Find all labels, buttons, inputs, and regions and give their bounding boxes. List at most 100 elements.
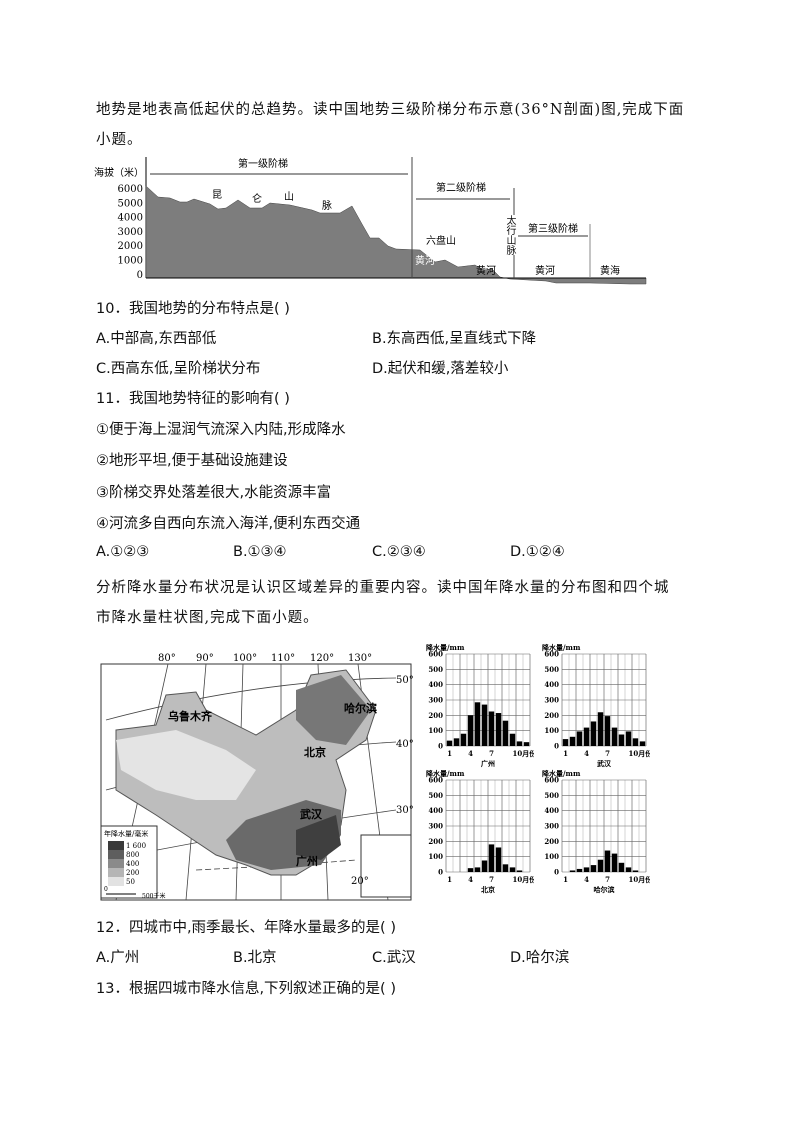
q10-option-b[interactable]: B.东高西低,呈直线式下降 — [372, 331, 537, 347]
intro-paragraph-2: 分析降水量分布状况是认识区域差异的重要内容。读中国年降水量的分布图和四个城 — [96, 580, 670, 596]
bar-month-8 — [611, 853, 618, 872]
q10-option-c[interactable]: C.西高东低,呈阶梯状分布 — [96, 361, 261, 377]
latitude-label: 20° — [351, 876, 369, 887]
bar-month-7 — [604, 850, 611, 872]
q11-option-c[interactable]: C.②③④ — [372, 544, 426, 560]
chart-ytick: 0 — [438, 868, 443, 877]
q10-option-d[interactable]: D.起伏和缓,落差较小 — [372, 361, 509, 377]
bar-month-4 — [467, 715, 474, 746]
label-liupan: 六盘山 — [426, 234, 456, 247]
chart-ytick: 200 — [544, 837, 559, 846]
q12-option-d[interactable]: D.哈尔滨 — [510, 950, 570, 966]
bar-month-4 — [583, 867, 590, 872]
chart-ytick: 400 — [428, 680, 443, 689]
chart-city-label: 广州 — [481, 759, 495, 768]
bar-month-3 — [460, 733, 467, 746]
q11-item-2: ②地形平坦,便于基础设施建设 — [96, 453, 288, 469]
city-label: 乌鲁木齐 — [168, 709, 213, 723]
bar-month-12 — [523, 742, 530, 746]
bar-month-2 — [569, 736, 576, 746]
chart-ytick: 300 — [544, 696, 559, 705]
bar-month-1 — [446, 740, 453, 746]
chart-ytick: 300 — [428, 822, 443, 831]
legend-label: 200 — [126, 869, 139, 877]
chart-ytick: 0 — [554, 742, 559, 751]
chart-ytick: 600 — [428, 776, 443, 785]
label-huanghe-1: 黄河 — [415, 254, 435, 267]
bar-month-2 — [569, 870, 576, 872]
q12-option-a[interactable]: A.广州 — [96, 950, 140, 966]
chart-xtick: 7 — [605, 749, 610, 758]
chart-xtick: 4 — [584, 749, 589, 758]
bar-month-7 — [488, 711, 495, 746]
chart-ytick: 500 — [544, 665, 559, 674]
q11-option-d[interactable]: D.①②④ — [510, 544, 565, 560]
q11-option-a[interactable]: A.①②③ — [96, 544, 150, 560]
profile-ytick: 2000 — [118, 241, 143, 252]
chart-xtick: 10月份 — [513, 749, 535, 758]
chart-ytick: 0 — [438, 742, 443, 751]
legend-label: 50 — [126, 878, 135, 886]
chart-xtick: 4 — [584, 875, 589, 884]
chart-ytick: 400 — [544, 806, 559, 815]
q12-option-c[interactable]: C.武汉 — [372, 950, 416, 966]
bar-month-9 — [618, 734, 625, 746]
q10-stem: 10．我国地势的分布特点是( ) — [96, 301, 290, 317]
bar-month-5 — [590, 865, 597, 872]
label-huanghe-2: 黄河 — [476, 264, 496, 277]
chart-ytick: 200 — [428, 837, 443, 846]
chart-ytick: 400 — [544, 680, 559, 689]
scale-label: 500千米 — [142, 892, 165, 900]
precipitation-map: 80° 90° 100° 110° 120° 130° 50° 40° 30° 20° 乌鲁木齐 哈尔… — [100, 653, 414, 901]
bar-month-4 — [583, 727, 590, 746]
q12-stem: 12．四城市中,雨季最长、年降水量最多的是( ) — [96, 920, 396, 936]
q11-item-3: ③阶梯交界处落差很大,水能资源丰富 — [96, 485, 332, 501]
bar-month-6 — [481, 704, 488, 746]
label-huanghe-3: 黄河 — [535, 264, 555, 277]
bar-month-9 — [618, 862, 625, 872]
profile-ytick: 0 — [137, 270, 143, 281]
label-huanghai: 黄海 — [600, 264, 620, 277]
profile-ytick: 3000 — [118, 227, 143, 238]
chart-xtick: 4 — [468, 749, 473, 758]
chart-ytick: 0 — [554, 868, 559, 877]
chart-ylabel: 降水量/mm — [542, 769, 581, 778]
south-china-sea-inset — [360, 834, 412, 898]
city-label: 广州 — [296, 854, 318, 868]
bar-month-11 — [632, 870, 639, 872]
chart-ytick: 500 — [428, 791, 443, 800]
latitude-label: 30° — [396, 805, 414, 816]
bar-month-9 — [502, 720, 509, 746]
chart-ytick: 200 — [428, 711, 443, 720]
chart-ytick: 500 — [544, 791, 559, 800]
longitude-label: 120° — [310, 653, 334, 664]
bar-month-8 — [495, 847, 502, 872]
chart-xtick: 1 — [563, 875, 568, 884]
chart-xtick: 1 — [563, 749, 568, 758]
chart-ytick: 200 — [544, 711, 559, 720]
chart-ytick: 500 — [428, 665, 443, 674]
legend-swatch — [108, 868, 124, 877]
legend-label: 400 — [126, 860, 139, 868]
chart-city-label: 北京 — [481, 885, 495, 894]
bar-month-6 — [481, 860, 488, 872]
chart-ytick: 100 — [428, 852, 443, 861]
q11-option-b[interactable]: B.①③④ — [233, 544, 287, 560]
bar-month-3 — [576, 868, 583, 872]
profile-ytick: 6000 — [118, 184, 143, 195]
scale-zero: 0 — [104, 886, 108, 893]
q11-item-4: ④河流多自西向东流入海洋,便利东西交通 — [96, 516, 361, 532]
q12-option-b[interactable]: B.北京 — [233, 950, 277, 966]
chart-city-label: 武汉 — [597, 759, 612, 768]
label-mai: 脉 — [322, 199, 332, 212]
q10-option-a[interactable]: A.中部高,东西部低 — [96, 331, 217, 347]
city-label: 北京 — [304, 745, 326, 759]
chart-xtick: 1 — [447, 749, 452, 758]
legend-swatch — [108, 841, 124, 850]
profile-ytick: 4000 — [118, 213, 143, 224]
legend-title: 年降水量/毫米 — [104, 829, 148, 838]
bar-month-10 — [509, 867, 516, 872]
